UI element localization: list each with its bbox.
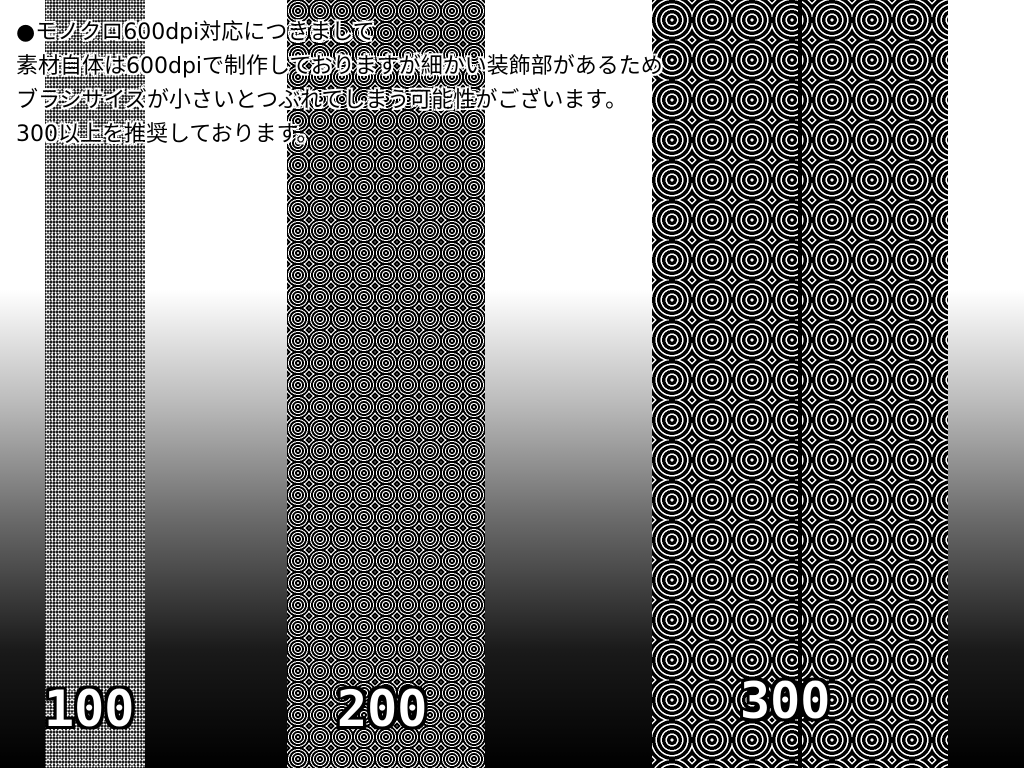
size-label-300: 300: [740, 672, 831, 730]
note-line: 300以上を推奨しております。: [16, 122, 319, 147]
note-line: 素材自体は600dpiで制作しておりますが細かい装飾部があるため: [16, 54, 663, 79]
brush-sample-300: [652, 0, 948, 768]
notes-text: ●モノクロ600dpi対応につきまして 素材自体は600dpiで制作しております…: [16, 16, 663, 152]
size-label-200: 200: [337, 680, 428, 738]
note-line: ブラシサイズが小さいとつぶれてしまう可能性がございます。: [16, 88, 628, 113]
brush-sample-200: [287, 0, 485, 768]
size-label-100: 100: [44, 680, 135, 738]
note-line: ●モノクロ600dpi対応につきまして: [16, 20, 375, 45]
brush-sample-100: [45, 0, 145, 768]
